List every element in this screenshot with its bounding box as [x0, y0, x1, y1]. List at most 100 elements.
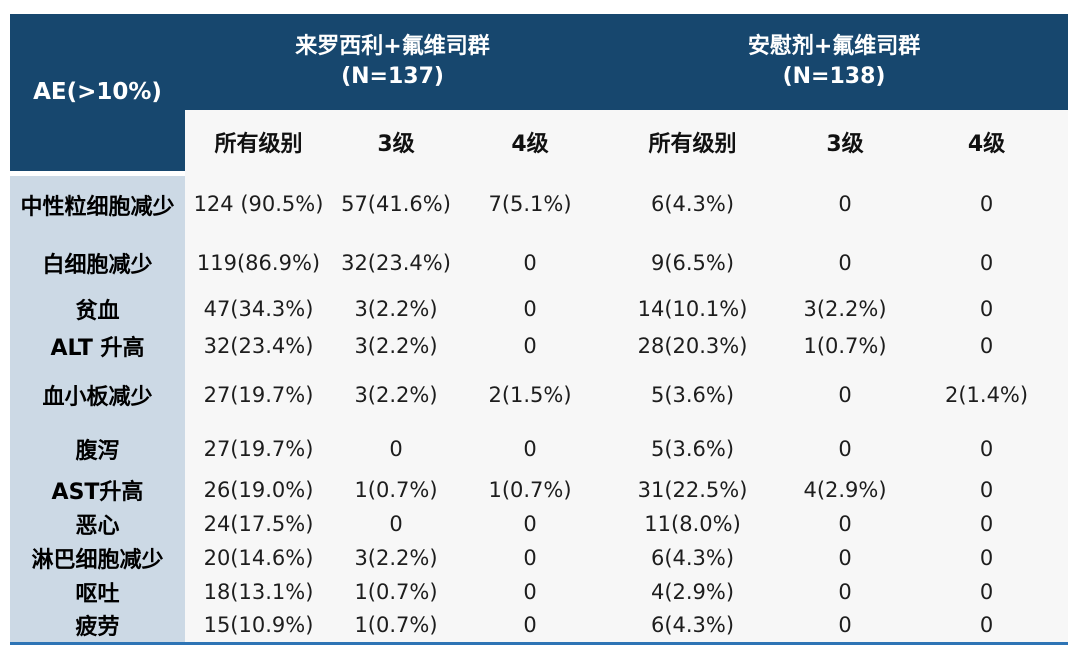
ae-value-cell: 32(23.4%): [185, 327, 332, 364]
ae-row-label: 腹泻: [10, 425, 185, 473]
group-title: 来罗西利+氟维司群: [295, 34, 490, 60]
table-row: ALT 升高 32(23.4%) 3(2.2%) 0 28(20.3%) 1(0.7%) 0: [10, 327, 1069, 364]
ae-value-cell: 0: [332, 507, 460, 541]
ae-value-cell: 0: [460, 541, 601, 575]
ae-value-cell: 26(19.0%): [185, 473, 332, 507]
ae-row-label: 血小板减少: [10, 364, 185, 425]
group-title: 安慰剂+氟维司群: [747, 34, 921, 60]
ae-value-cell: 0: [460, 327, 601, 364]
ae-value-cell: 0: [905, 575, 1069, 609]
ae-value-cell: 1(0.7%): [460, 473, 601, 507]
ae-value-cell: 0: [460, 609, 601, 643]
ae-row-label: 淋巴细胞减少: [10, 541, 185, 575]
sub-header-grade4-left: 4级: [460, 110, 601, 173]
group-n: (N=137): [341, 64, 444, 89]
group-header-placebo-arm: 安慰剂+氟维司群 (N=138): [600, 14, 1069, 110]
ae-value-cell: 14(10.1%): [600, 290, 786, 327]
corner-header-ae: AE(>10%): [10, 14, 185, 176]
sub-header-grade3-right: 3级: [785, 110, 906, 173]
sub-header-all-grades-right: 所有级别: [600, 110, 786, 173]
ae-value-cell: 0: [460, 507, 601, 541]
ae-value-cell: 27(19.7%): [185, 425, 332, 473]
ae-value-cell: 27(19.7%): [185, 364, 332, 425]
table-row: 白细胞减少 119(86.9%) 32(23.4%) 0 9(6.5%) 0 0: [10, 235, 1069, 290]
ae-value-cell: 0: [905, 541, 1069, 575]
ae-value-cell: 15(10.9%): [185, 609, 332, 643]
sub-header-grade3-left: 3级: [332, 110, 460, 173]
ae-value-cell: 0: [785, 507, 906, 541]
ae-value-cell: 0: [905, 609, 1069, 643]
ae-value-cell: 0: [785, 425, 906, 473]
ae-row-label: AST升高: [10, 473, 185, 507]
ae-value-cell: 20(14.6%): [185, 541, 332, 575]
ae-value-cell: 0: [905, 290, 1069, 327]
ae-row-label: 恶心: [10, 507, 185, 541]
ae-value-cell: 2(1.4%): [905, 364, 1069, 425]
ae-value-cell: 0: [905, 327, 1069, 364]
ae-value-cell: 0: [460, 425, 601, 473]
ae-value-cell: 28(20.3%): [600, 327, 786, 364]
ae-value-cell: 4(2.9%): [600, 575, 786, 609]
table-header: AE(>10%) 来罗西利+氟维司群 (N=137) 安慰剂+氟维司群 (N=1…: [10, 14, 1069, 176]
group-header-treatment-arm: 来罗西利+氟维司群 (N=137): [185, 14, 601, 110]
ae-value-cell: 0: [460, 575, 601, 609]
sub-header-all-grades-left: 所有级别: [185, 110, 332, 173]
ae-value-cell: 0: [785, 235, 906, 290]
ae-value-cell: 4(2.9%): [785, 473, 906, 507]
ae-value-cell: 119(86.9%): [185, 235, 332, 290]
ae-value-cell: 7(5.1%): [460, 173, 601, 235]
ae-value-cell: 6(4.3%): [600, 541, 786, 575]
table-row: 中性粒细胞减少 124 (90.5%) 57(41.6%) 7(5.1%) 6(4.3%…: [10, 173, 1069, 235]
ae-value-cell: 24(17.5%): [185, 507, 332, 541]
ae-value-cell: 0: [785, 364, 906, 425]
group-header-row: AE(>10%) 来罗西利+氟维司群 (N=137) 安慰剂+氟维司群 (N=1…: [10, 14, 1069, 176]
ae-row-label: 中性粒细胞减少: [10, 173, 185, 235]
ae-value-cell: 2(1.5%): [460, 364, 601, 425]
table-row: 淋巴细胞减少 20(14.6%) 3(2.2%) 0 6(4.3%) 0 0: [10, 541, 1069, 575]
group-n: (N=138): [782, 64, 886, 89]
ae-value-cell: 6(4.3%): [600, 173, 786, 235]
ae-value-cell: 11(8.0%): [600, 507, 786, 541]
ae-value-cell: 18(13.1%): [185, 575, 332, 609]
ae-value-cell: 0: [905, 425, 1069, 473]
ae-value-cell: 0: [785, 609, 906, 643]
ae-value-cell: 0: [905, 173, 1069, 235]
ae-row-label: 白细胞减少: [10, 235, 185, 290]
ae-value-cell: 0: [785, 173, 906, 235]
ae-value-cell: 1(0.7%): [332, 473, 460, 507]
sub-header-grade4-right: 4级: [905, 110, 1069, 173]
ae-table: AE(>10%) 来罗西利+氟维司群 (N=137) 安慰剂+氟维司群 (N=1…: [10, 14, 1069, 645]
ae-row-label: 呕吐: [10, 575, 185, 609]
ae-row-label: 疲劳: [10, 609, 185, 643]
ae-value-cell: 0: [905, 235, 1069, 290]
ae-value-cell: 0: [785, 541, 906, 575]
ae-value-cell: 3(2.2%): [785, 290, 906, 327]
table-row: 恶心 24(17.5%) 0 0 11(8.0%) 0 0: [10, 507, 1069, 541]
ae-value-cell: 0: [905, 507, 1069, 541]
ae-value-cell: 6(4.3%): [600, 609, 786, 643]
ae-value-cell: 3(2.2%): [332, 541, 460, 575]
ae-value-cell: 0: [460, 235, 601, 290]
table-row: 贫血 47(34.3%) 3(2.2%) 0 14(10.1%) 3(2.2%) 0: [10, 290, 1069, 327]
ae-value-cell: 0: [460, 290, 601, 327]
ae-value-cell: 3(2.2%): [332, 327, 460, 364]
table-row: 疲劳 15(10.9%) 1(0.7%) 0 6(4.3%) 0 0: [10, 609, 1069, 643]
ae-value-cell: 31(22.5%): [600, 473, 786, 507]
ae-value-cell: 0: [332, 425, 460, 473]
ae-value-cell: 32(23.4%): [332, 235, 460, 290]
ae-value-cell: 1(0.7%): [332, 575, 460, 609]
table-row: 呕吐 18(13.1%) 1(0.7%) 0 4(2.9%) 0 0: [10, 575, 1069, 609]
ae-value-cell: 0: [785, 575, 906, 609]
ae-value-cell: 57(41.6%): [332, 173, 460, 235]
ae-value-cell: 3(2.2%): [332, 364, 460, 425]
ae-value-cell: 0: [905, 473, 1069, 507]
ae-value-cell: 5(3.6%): [600, 425, 786, 473]
ae-value-cell: 1(0.7%): [332, 609, 460, 643]
table-row: 腹泻 27(19.7%) 0 0 5(3.6%) 0 0: [10, 425, 1069, 473]
ae-value-cell: 124 (90.5%): [185, 173, 332, 235]
ae-value-cell: 1(0.7%): [785, 327, 906, 364]
ae-row-label: 贫血: [10, 290, 185, 327]
table-row: 血小板减少 27(19.7%) 3(2.2%) 2(1.5%) 5(3.6%) 0 2(1.…: [10, 364, 1069, 425]
sub-header-row: 所有级别 3级 4级 所有级别 3级 4级: [10, 110, 1069, 173]
